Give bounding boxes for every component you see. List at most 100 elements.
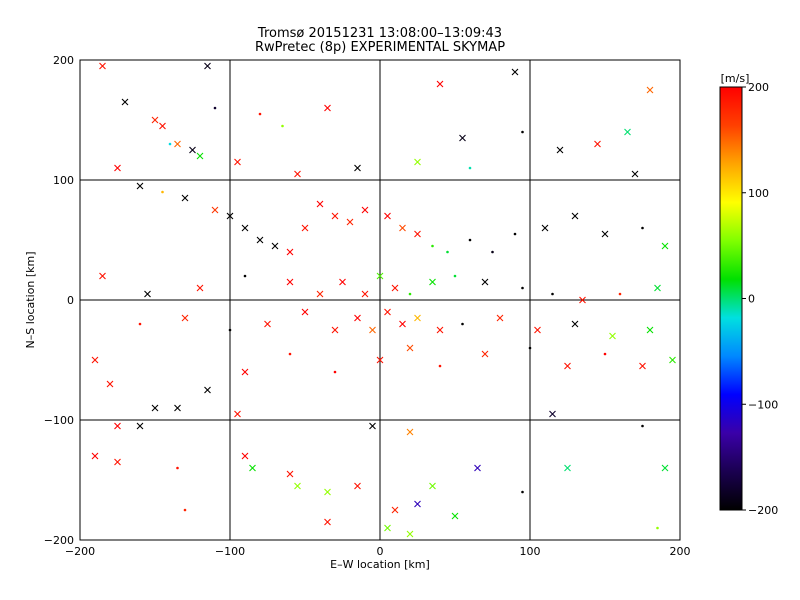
data-point-x: [316, 290, 324, 298]
data-point-x: [114, 458, 121, 466]
data-point-x: [661, 242, 669, 250]
colorbar-tick-label: −100: [748, 398, 778, 411]
data-point-dot: [468, 166, 472, 170]
data-point-x: [339, 278, 346, 286]
x-tick-label: −100: [215, 545, 245, 558]
data-point-x: [429, 278, 436, 286]
data-point-x: [159, 122, 166, 130]
data-point-x: [391, 284, 399, 292]
chart-title: Tromsø 20151231 13:08:00–13:09:43: [257, 26, 502, 41]
x-tick-label: 100: [520, 545, 541, 558]
colorbar-tick-label: 0: [748, 293, 755, 306]
y-tick-label: −100: [44, 414, 74, 427]
data-point-x: [384, 308, 391, 316]
data-point-dot: [461, 322, 464, 326]
chart-subtitle: RwPretec (8p) EXPERIMENTAL SKYMAP: [255, 40, 505, 55]
data-point-x: [406, 344, 414, 352]
data-point-x: [346, 218, 354, 226]
data-point-x: [151, 404, 159, 412]
data-point-x: [541, 224, 549, 232]
data-point-dot: [438, 364, 442, 368]
data-point-x: [196, 152, 204, 160]
data-point-dot: [491, 250, 494, 254]
data-point-x: [436, 80, 444, 88]
data-point-x: [136, 182, 144, 190]
data-point-x: [174, 140, 181, 148]
data-point-dot: [528, 346, 532, 350]
data-point-x: [481, 350, 489, 358]
x-axis-label: E–W location [km]: [330, 558, 430, 571]
data-point-x: [669, 356, 676, 364]
data-point-x: [624, 128, 631, 136]
data-point-x: [571, 320, 579, 328]
data-point-dot: [521, 286, 524, 290]
data-point-x: [354, 164, 361, 172]
data-point-x: [181, 194, 189, 202]
data-point-x: [286, 278, 294, 286]
data-point-x: [376, 272, 384, 280]
data-point-dot: [228, 328, 232, 332]
data-point-dot: [521, 490, 524, 494]
data-point-x: [234, 158, 241, 166]
data-point-x: [324, 488, 331, 496]
data-point-x: [414, 314, 421, 322]
data-point-x: [121, 98, 129, 106]
data-point-x: [241, 368, 249, 376]
data-point-x: [324, 518, 331, 526]
data-point-x: [204, 386, 211, 394]
data-point-x: [474, 464, 481, 472]
data-point-dot: [161, 190, 164, 194]
data-point-x: [451, 512, 459, 520]
data-point-x: [571, 212, 579, 220]
data-point-dot: [243, 274, 247, 278]
data-point-x: [496, 314, 504, 322]
data-point-dot: [656, 526, 659, 530]
y-tick-label: 0: [67, 294, 74, 307]
data-point-x: [361, 206, 369, 214]
data-point-x: [436, 326, 444, 334]
data-point-x: [91, 452, 99, 460]
data-point-x: [331, 326, 339, 334]
data-point-x: [196, 284, 204, 292]
data-point-x: [414, 158, 421, 166]
data-point-x: [114, 164, 121, 172]
x-tick-label: 200: [670, 545, 691, 558]
colorbar-tick-label: 100: [748, 187, 769, 200]
data-point-x: [99, 62, 106, 70]
data-point-x: [646, 326, 654, 334]
data-point-x: [384, 212, 391, 220]
data-point-dot: [213, 106, 217, 110]
data-point-dot: [641, 424, 644, 428]
data-point-x: [294, 482, 301, 490]
y-tick-label: 100: [53, 174, 74, 187]
data-point-x: [234, 410, 241, 418]
colorbar-ticks: 200 100 0 −100 −200: [742, 81, 778, 517]
data-point-x: [324, 104, 331, 112]
data-point-dot: [603, 352, 607, 356]
data-point-x: [414, 230, 421, 238]
data-point-x: [271, 242, 279, 250]
data-point-dot: [138, 322, 142, 326]
data-point-x: [399, 224, 406, 232]
data-point-x: [316, 200, 324, 208]
data-point-dot: [551, 292, 554, 296]
data-point-dot: [288, 352, 292, 356]
data-point-dot: [641, 226, 644, 230]
data-point-x: [609, 332, 616, 340]
data-point-x: [151, 116, 159, 124]
grid-lines: [80, 60, 680, 540]
data-point-x: [564, 464, 571, 472]
data-point-x: [264, 320, 271, 328]
data-point-x: [594, 140, 601, 148]
data-point-dot: [618, 292, 622, 296]
y-axis-label: N–S location [km]: [24, 251, 37, 348]
data-point-x: [369, 422, 376, 430]
data-point-dot: [446, 250, 449, 254]
data-point-x: [369, 326, 376, 334]
data-point-x: [654, 284, 661, 292]
data-point-x: [429, 482, 436, 490]
data-point-x: [189, 146, 196, 154]
data-point-x: [256, 236, 264, 244]
colorbar-tick-label: −200: [748, 504, 778, 517]
data-point-x: [301, 308, 309, 316]
